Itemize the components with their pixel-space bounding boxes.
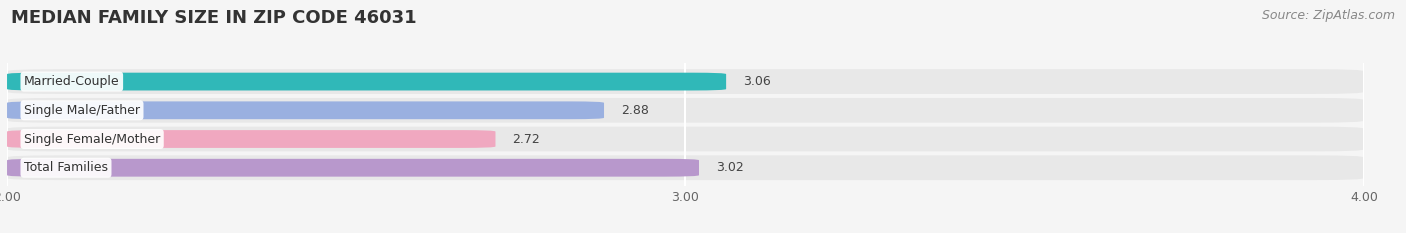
Text: 3.06: 3.06 — [744, 75, 770, 88]
Text: MEDIAN FAMILY SIZE IN ZIP CODE 46031: MEDIAN FAMILY SIZE IN ZIP CODE 46031 — [11, 9, 416, 27]
FancyBboxPatch shape — [7, 73, 725, 90]
FancyBboxPatch shape — [7, 155, 1364, 180]
Text: Single Female/Mother: Single Female/Mother — [24, 133, 160, 146]
Text: Single Male/Father: Single Male/Father — [24, 104, 141, 117]
FancyBboxPatch shape — [7, 159, 699, 177]
Text: 2.72: 2.72 — [512, 133, 540, 146]
Text: Source: ZipAtlas.com: Source: ZipAtlas.com — [1261, 9, 1395, 22]
FancyBboxPatch shape — [7, 130, 495, 148]
FancyBboxPatch shape — [7, 127, 1364, 151]
Text: 3.02: 3.02 — [716, 161, 744, 174]
Text: Total Families: Total Families — [24, 161, 108, 174]
Text: 2.88: 2.88 — [621, 104, 648, 117]
FancyBboxPatch shape — [7, 101, 605, 119]
FancyBboxPatch shape — [7, 69, 1364, 94]
FancyBboxPatch shape — [7, 98, 1364, 123]
Text: Married-Couple: Married-Couple — [24, 75, 120, 88]
